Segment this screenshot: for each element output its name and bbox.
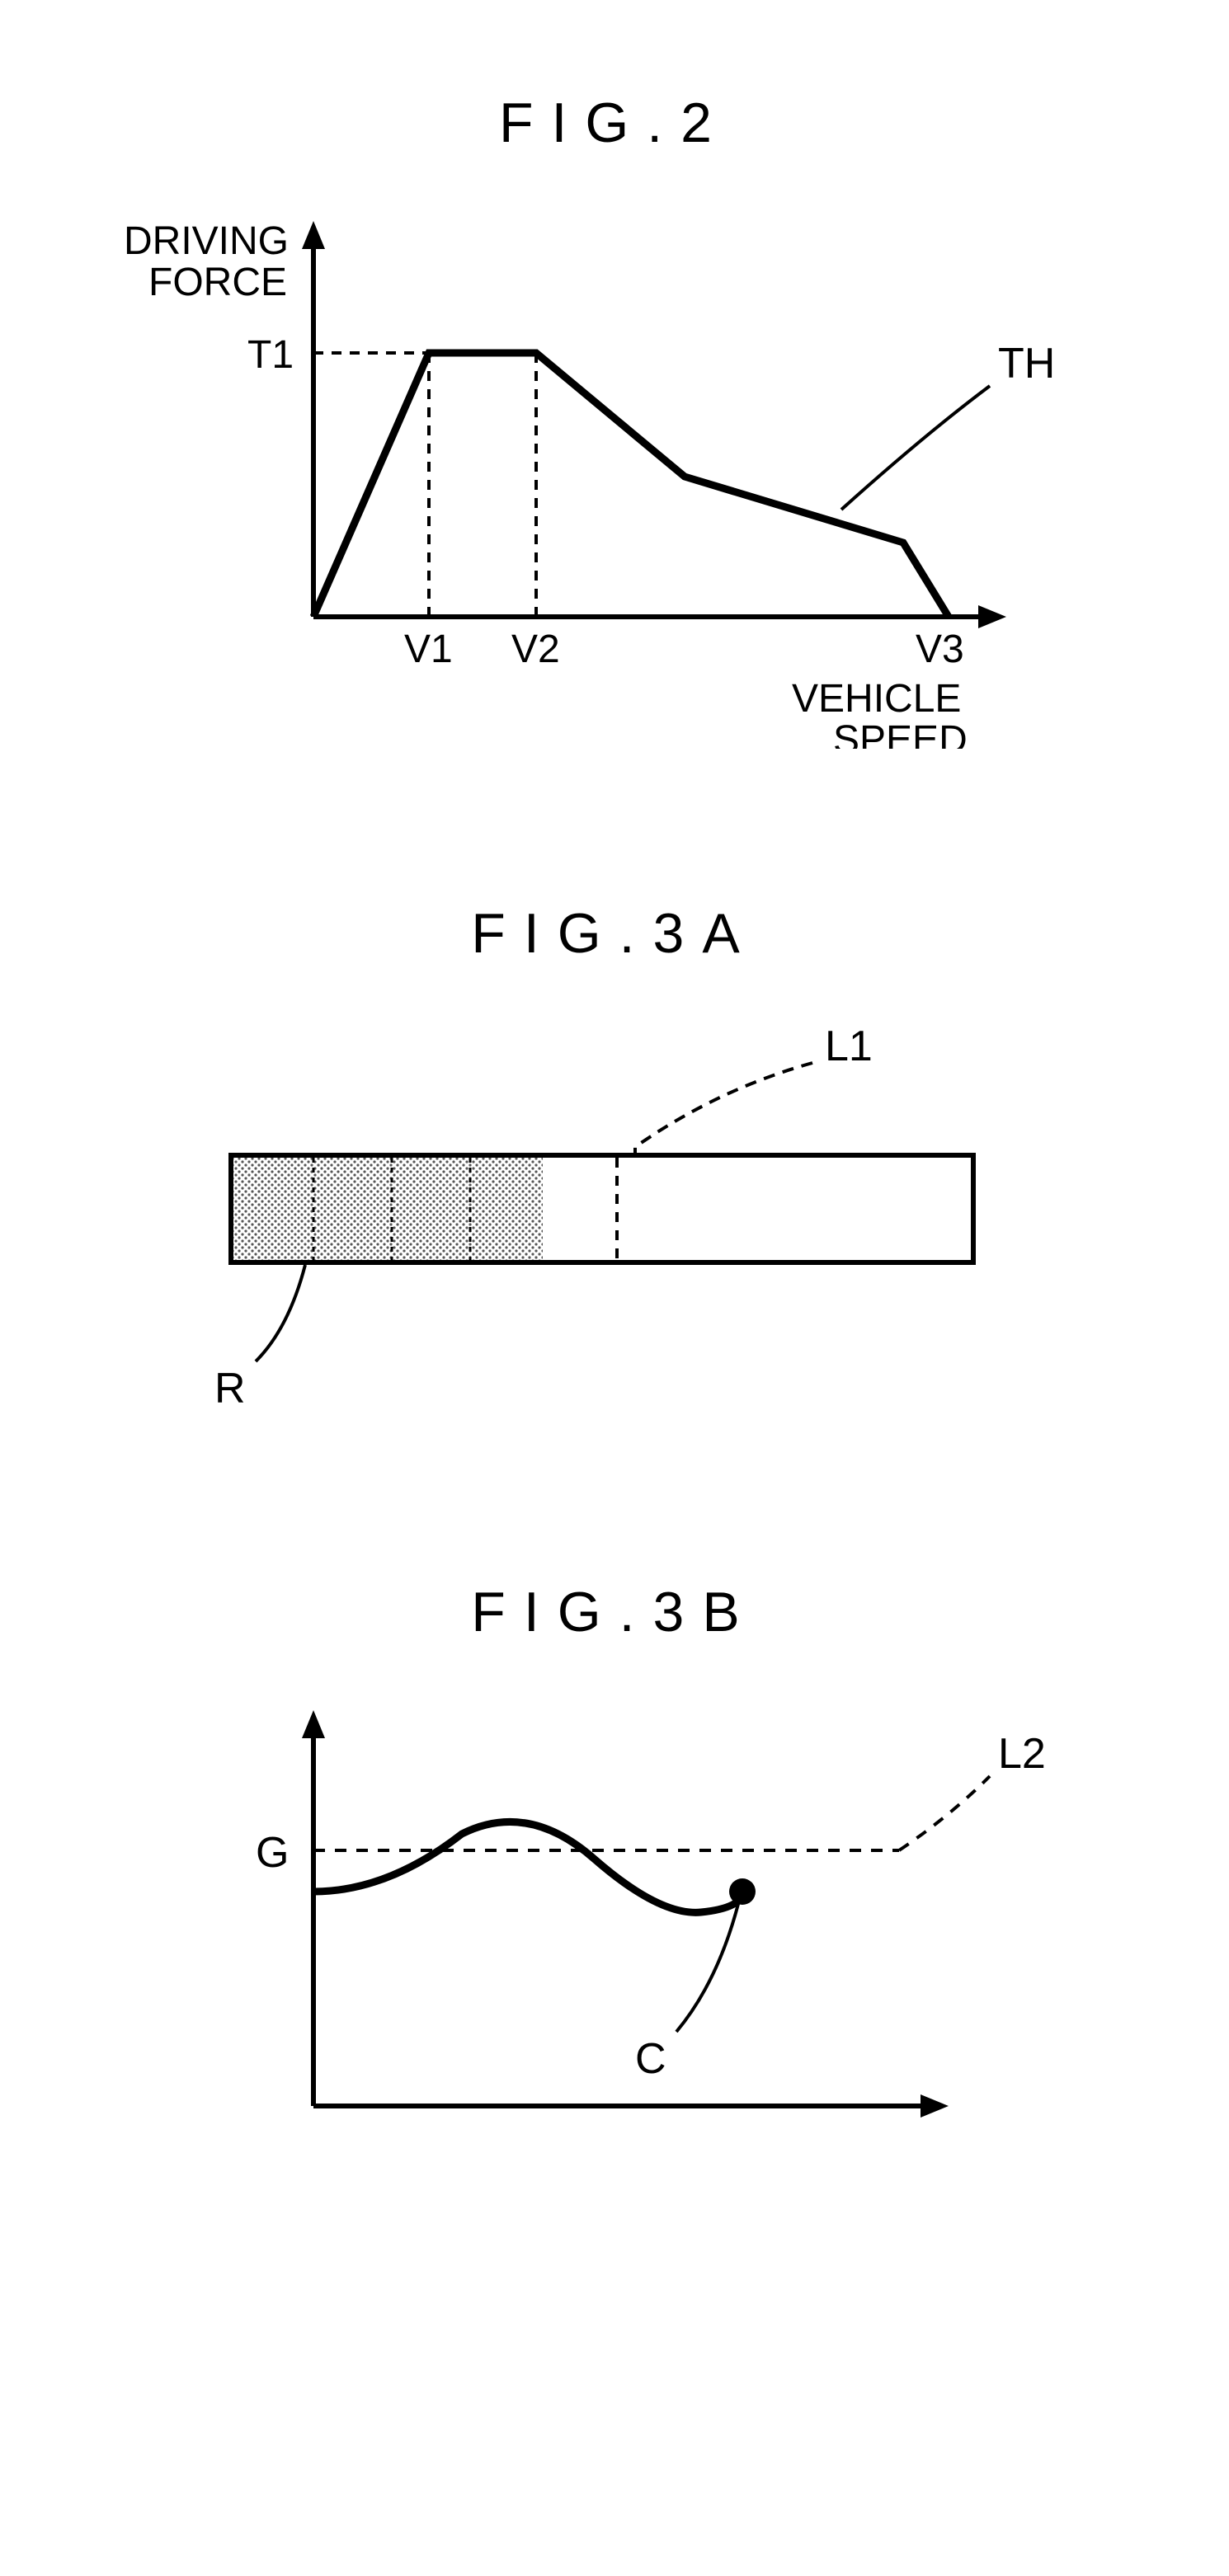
fig2-curve-label: TH [998,340,1055,388]
fig3a-title: FIG.3A [0,901,1229,966]
fig3b-curve [313,1822,742,1912]
fig2-th-leader [841,386,990,510]
fig2-curve [313,353,949,617]
fig2-ytick-t1: T1 [247,333,294,377]
fig2-xlabel: VEHICLE SPEED [792,677,972,749]
fig3b-label-l2: L2 [998,1730,1046,1778]
fig3b-l2-leader [899,1776,990,1850]
fig2-axes [302,221,1006,628]
fig2-ylabel: DRIVING FORCE [124,219,299,304]
fig3a-label-l1: L1 [825,1022,873,1070]
fig2-xtick-v2: V2 [511,628,560,671]
fig3a-label-r: R [214,1365,246,1413]
fig2-xtick-v3: V3 [916,628,964,671]
fig3b-label-g: G [256,1829,289,1877]
fig2-xtick-v1: V1 [404,628,453,671]
fig3b-c-leader [676,1904,738,2032]
fig2-chart: DRIVING FORCE T1 TH V1 V2 V3 VEHICLE SPE… [0,188,1229,749]
fig3b-axes [302,1710,949,2118]
fig3b-curve-end [729,1878,756,1905]
fig3b-title: FIG.3B [0,1580,1229,1644]
fig3b-label-c: C [635,2035,666,2083]
fig3a-chart: L1 R [0,999,1229,1427]
figure-container: FIG.2 DRIVING FORCE T1 TH V1 V2 [0,91,1229,2193]
fig3a-r-leader [256,1265,305,1361]
fig2-title: FIG.2 [0,91,1229,155]
fig3b-chart: L2 G C [0,1677,1229,2188]
fig3a-bar [231,1155,973,1262]
